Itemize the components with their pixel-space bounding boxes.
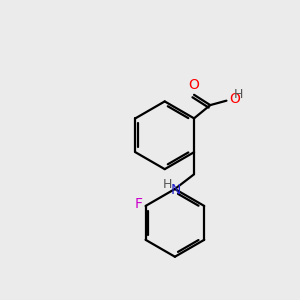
- Text: N: N: [170, 183, 181, 196]
- Text: F: F: [134, 197, 142, 212]
- Text: O: O: [189, 78, 200, 92]
- Text: H: H: [234, 88, 244, 101]
- Text: H: H: [163, 178, 172, 191]
- Text: O: O: [230, 92, 240, 106]
